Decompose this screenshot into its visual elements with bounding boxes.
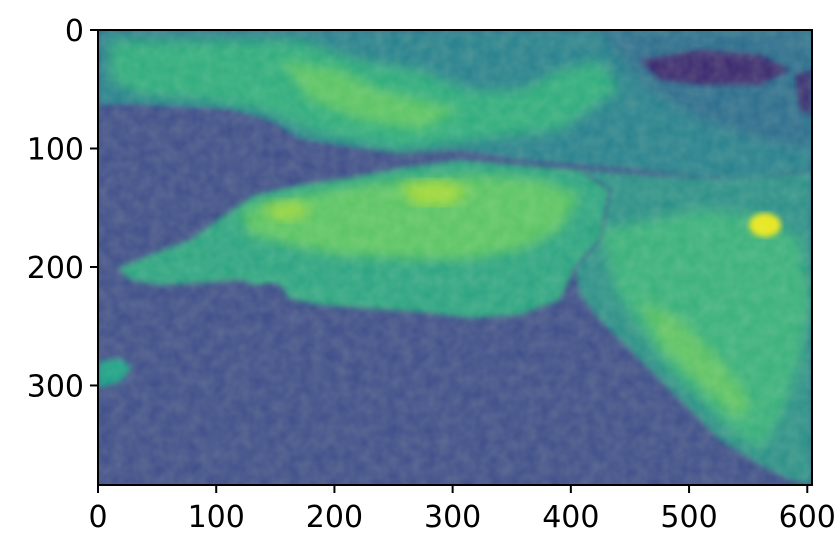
y-axis: 0 100 200 300: [27, 14, 98, 404]
texture-overlay: [98, 30, 812, 485]
x-tick-label: 400: [542, 500, 599, 535]
x-tick-label: 200: [306, 500, 363, 535]
x-tick-label: 500: [660, 500, 717, 535]
heatmap-image: [98, 30, 812, 485]
y-tick-label: 0: [65, 14, 84, 49]
plot-frame: [97, 29, 813, 486]
x-tick-label: 100: [188, 500, 245, 535]
x-tick-label: 600: [779, 500, 836, 535]
y-tick-label: 300: [27, 369, 84, 404]
y-tick-label: 200: [27, 251, 84, 286]
y-tick-label: 100: [27, 132, 84, 167]
x-tick-label: 0: [88, 500, 107, 535]
x-axis: 0 100 200 300 400 500 600: [88, 485, 836, 535]
x-tick-label: 300: [424, 500, 481, 535]
